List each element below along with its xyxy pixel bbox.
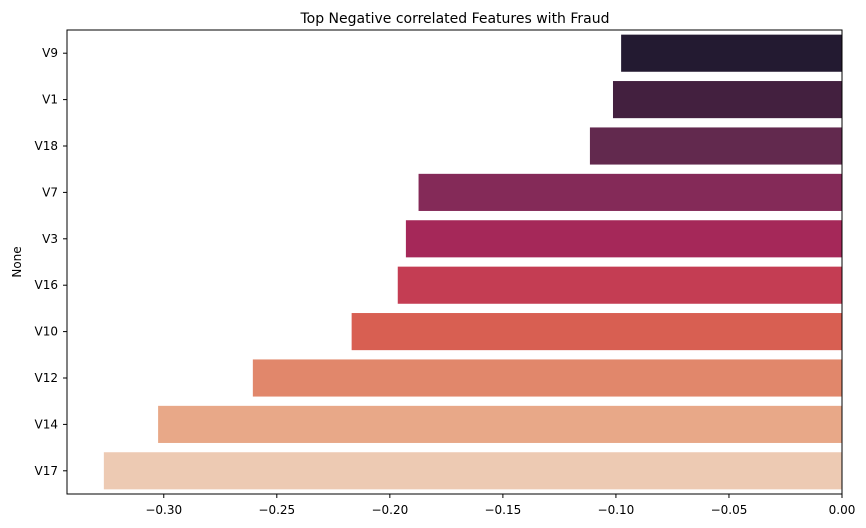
y-tick-label: V10	[35, 325, 58, 339]
x-tick-label: −0.20	[371, 503, 408, 517]
bar-v3	[405, 220, 842, 258]
bar-v18	[589, 127, 842, 165]
x-tick-label: −0.30	[145, 503, 182, 517]
x-tick-label: 0.00	[829, 503, 856, 517]
bar-v10	[351, 313, 842, 351]
y-tick-label: V14	[35, 417, 58, 431]
x-tick-label: −0.05	[711, 503, 748, 517]
x-tick-group: −0.30 −0.25 −0.20 −0.15 −0.10 −0.05 0.00	[145, 494, 855, 517]
y-tick-label: V16	[35, 278, 58, 292]
y-tick-label: V9	[42, 46, 58, 60]
x-tick-label: −0.10	[598, 503, 635, 517]
x-tick-label: −0.25	[258, 503, 295, 517]
bars-group	[103, 34, 842, 490]
y-tick-label: V18	[35, 139, 58, 153]
bar-v7	[418, 173, 842, 211]
bar-v9	[621, 34, 842, 72]
y-tick-group: V9 V1 V18 V7 V3 V16 V10 V12 V14 V17	[35, 46, 67, 478]
y-tick-label: V12	[35, 371, 58, 385]
bar-v14	[158, 405, 842, 443]
y-tick-label: V1	[42, 93, 58, 107]
bar-v17	[103, 452, 842, 490]
plot-frame	[66, 29, 843, 495]
bar-v12	[252, 359, 842, 397]
y-tick-label: V17	[35, 464, 58, 478]
bar-v16	[397, 266, 842, 304]
y-axis-label: None	[10, 246, 24, 277]
y-tick-label: V3	[42, 232, 58, 246]
y-tick-label: V7	[42, 185, 58, 199]
x-tick-label: −0.15	[484, 503, 521, 517]
chart-title: Top Negative correlated Features with Fr…	[299, 11, 609, 27]
bar-v1	[612, 81, 842, 119]
